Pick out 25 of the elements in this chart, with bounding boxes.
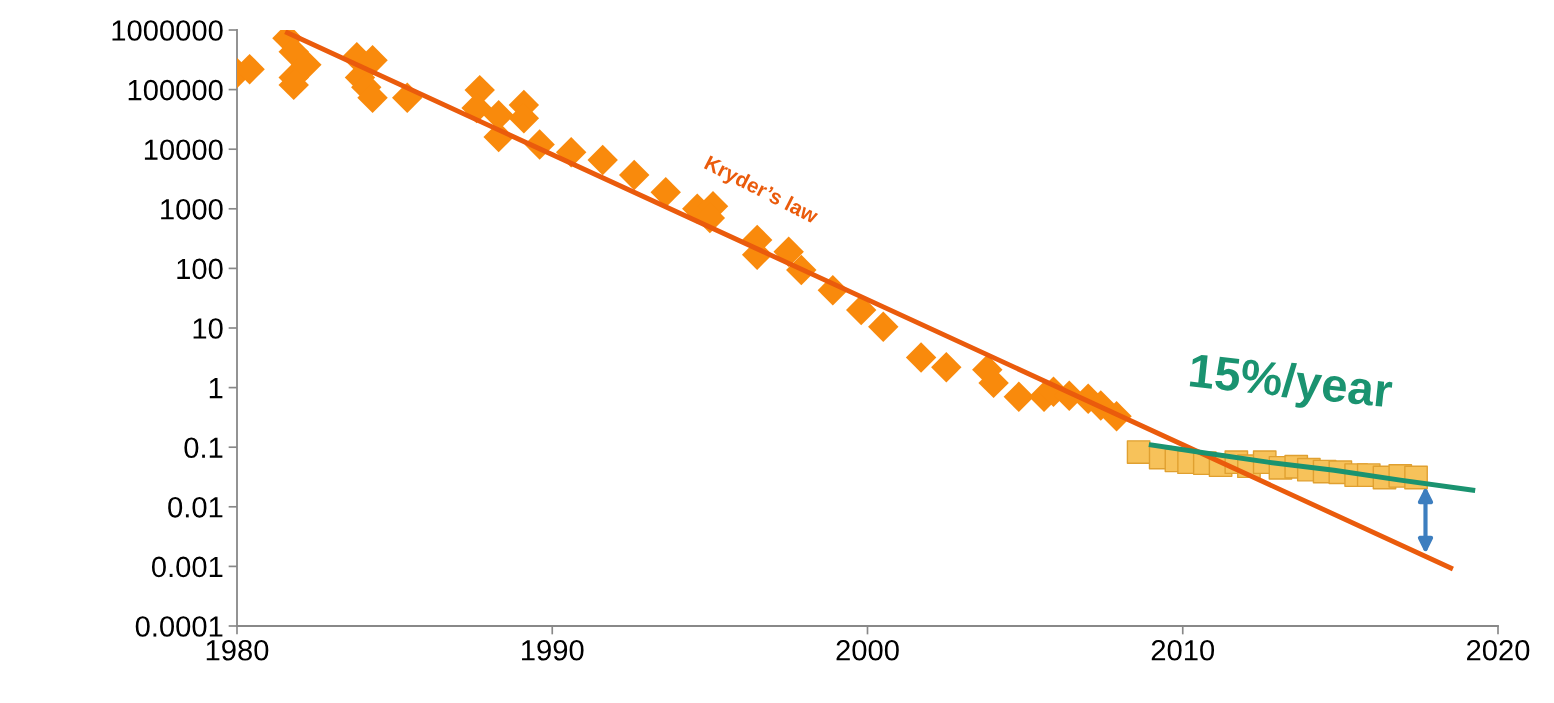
y-tick-label: 10: [193, 318, 223, 339]
point: [905, 342, 937, 373]
point: [587, 144, 618, 176]
y-tick-label: 100000: [128, 79, 223, 101]
x-tick-label: 2020: [1467, 639, 1530, 661]
y-tick-label: 0.1: [184, 437, 223, 459]
point: [291, 49, 322, 81]
y-tick-label: 0.001: [151, 556, 223, 578]
y-tick-label: 0.0001: [135, 616, 223, 637]
x-tick-label: 1990: [522, 639, 584, 661]
y-tick-label: 1000000: [112, 20, 223, 41]
x-tick-label: 2000: [836, 639, 899, 661]
y-tick-label: 10000: [144, 139, 223, 161]
point: [650, 176, 681, 208]
y-tick-label: 100: [177, 258, 223, 280]
y-tick-label: 1: [209, 378, 223, 399]
x-tick-label: 2010: [1151, 639, 1215, 661]
point: [868, 311, 899, 342]
y-tick-label: 1000: [161, 199, 223, 220]
point: [1126, 440, 1151, 464]
annotation: 15%/year: [1188, 352, 1394, 418]
point: [931, 351, 962, 383]
point: [619, 159, 650, 191]
y-tick-label: 0.01: [168, 497, 223, 518]
x-tick-label: 1980: [206, 639, 269, 661]
